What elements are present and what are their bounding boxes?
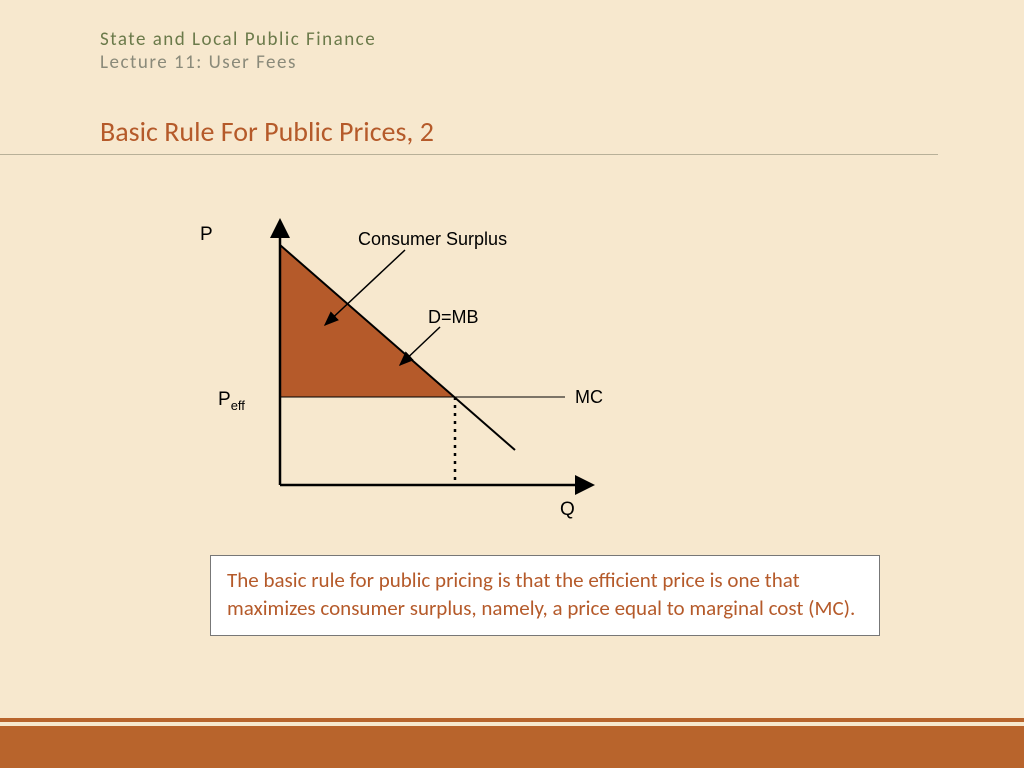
label-peff: Peff bbox=[218, 389, 245, 413]
course-title: State and Local Public Finance bbox=[100, 28, 1024, 51]
dmb-arrow bbox=[400, 327, 440, 365]
economics-chart: P Q Peff MC D=MB Consumer Surplus bbox=[190, 215, 670, 525]
explanation-text: The basic rule for public pricing is tha… bbox=[227, 566, 863, 623]
cs-arrow bbox=[325, 250, 405, 325]
label-consumer-surplus: Consumer Surplus bbox=[358, 229, 507, 249]
label-q: Q bbox=[560, 499, 575, 520]
explanation-box: The basic rule for public pricing is tha… bbox=[210, 555, 880, 636]
slide-header: State and Local Public Finance Lecture 1… bbox=[0, 0, 1024, 74]
slide-title: Basic Rule For Public Prices, 2 bbox=[0, 74, 938, 155]
label-mc: MC bbox=[575, 387, 603, 407]
lecture-title: Lecture 11: User Fees bbox=[100, 51, 1024, 74]
footer-bar bbox=[0, 722, 1024, 768]
chart-svg: P Q Peff MC D=MB Consumer Surplus bbox=[190, 215, 670, 525]
label-p: P bbox=[200, 224, 213, 245]
label-dmb: D=MB bbox=[428, 307, 479, 327]
